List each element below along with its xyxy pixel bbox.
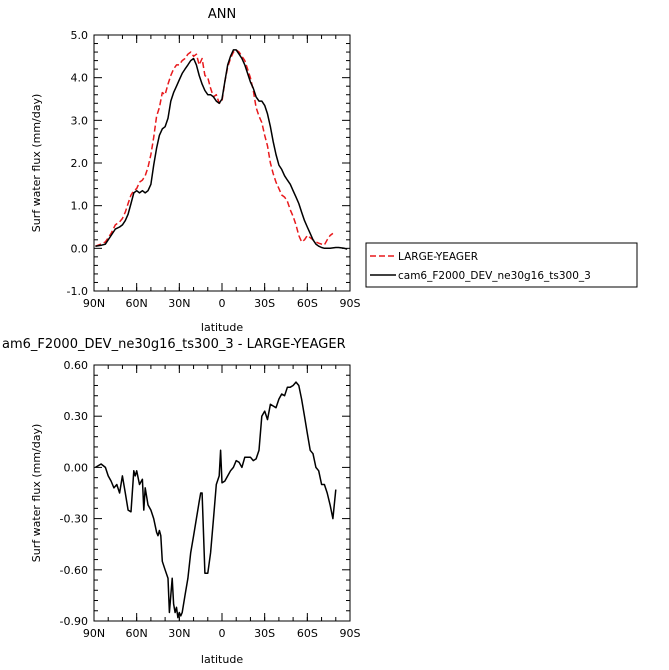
top-panel: ANN 90N 60N 30N 0 30S 60S 90S -1.0 0.0 1.0 2.0 3.0 4… [30, 7, 361, 334]
legend-label-large-yeager: LARGE-YEAGER [398, 251, 478, 263]
bottom-x-tick-label: 60N [126, 627, 148, 640]
top-y-tick-label: 2.0 [71, 157, 89, 170]
legend-label-cam6: cam6_F2000_DEV_ne30g16_ts300_3 [398, 270, 591, 282]
top-x-axis-label: latitude [201, 321, 243, 334]
top-x-tick-label: 60S [297, 297, 318, 310]
bottom-x-tick-label: 60S [297, 627, 318, 640]
top-y-tick-label: -1.0 [67, 285, 88, 298]
top-x-tick-label: 90N [83, 297, 105, 310]
bottom-y-tick-label: 0.30 [64, 410, 89, 423]
top-series-group [95, 49, 348, 250]
top-plot-frame [93, 34, 351, 292]
bottom-x-tick-label: 30N [168, 627, 190, 640]
bottom-y-tick-label: -0.30 [60, 513, 88, 526]
bottom-y-tick-label: 0.60 [64, 359, 89, 372]
bottom-x-tick-label: 90S [340, 627, 361, 640]
top-y-tick-label: 0.0 [71, 242, 89, 255]
top-x-tick-label: 30S [254, 297, 275, 310]
bottom-x-tick-label: 90N [83, 627, 105, 640]
bottom-y-tick-label: -0.90 [60, 615, 88, 628]
top-axis-ticks: 90N 60N 30N 0 30S 60S 90S -1.0 0.0 1.0 2.0 3.0 4.0 5.… [67, 29, 361, 310]
top-y-axis-label: Surf water flux (mm/day) [30, 94, 43, 233]
top-chart-title: ANN [208, 7, 236, 22]
bottom-series-line-0 [95, 381, 337, 619]
bottom-y-tick-label: 0.00 [64, 461, 89, 474]
legend: LARGE-YEAGER cam6_F2000_DEV_ne30g16_ts30… [365, 242, 638, 288]
top-y-tick-label: 4.0 [71, 72, 89, 85]
top-x-tick-label: 0 [219, 297, 226, 310]
top-y-tick-label: 1.0 [71, 200, 89, 213]
bottom-axis-ticks: 90N 60N 30N 0 30S 60S 90S -0.90 -0.60 -0.30 0.00 0.… [60, 359, 361, 640]
top-series-line-0 [95, 49, 334, 247]
top-y-tick-label: 3.0 [71, 114, 89, 127]
top-y-tick-label: 5.0 [71, 29, 89, 42]
bottom-x-tick-label: 0 [219, 627, 226, 640]
bottom-panel: am6_F2000_DEV_ne30g16_ts300_3 - LARGE-YE… [2, 337, 361, 666]
bottom-y-axis-label: Surf water flux (mm/day) [30, 424, 43, 563]
top-x-tick-label: 30N [168, 297, 190, 310]
bottom-series-group [95, 381, 337, 619]
bottom-y-tick-label: -0.60 [60, 564, 88, 577]
bottom-x-axis-label: latitude [201, 653, 243, 666]
top-x-tick-label: 60N [126, 297, 148, 310]
bottom-chart-title: am6_F2000_DEV_ne30g16_ts300_3 - LARGE-YE… [2, 337, 346, 352]
top-series-line-1 [95, 49, 348, 250]
top-x-tick-label: 90S [340, 297, 361, 310]
legend-box [365, 242, 638, 288]
bottom-x-tick-label: 30S [254, 627, 275, 640]
